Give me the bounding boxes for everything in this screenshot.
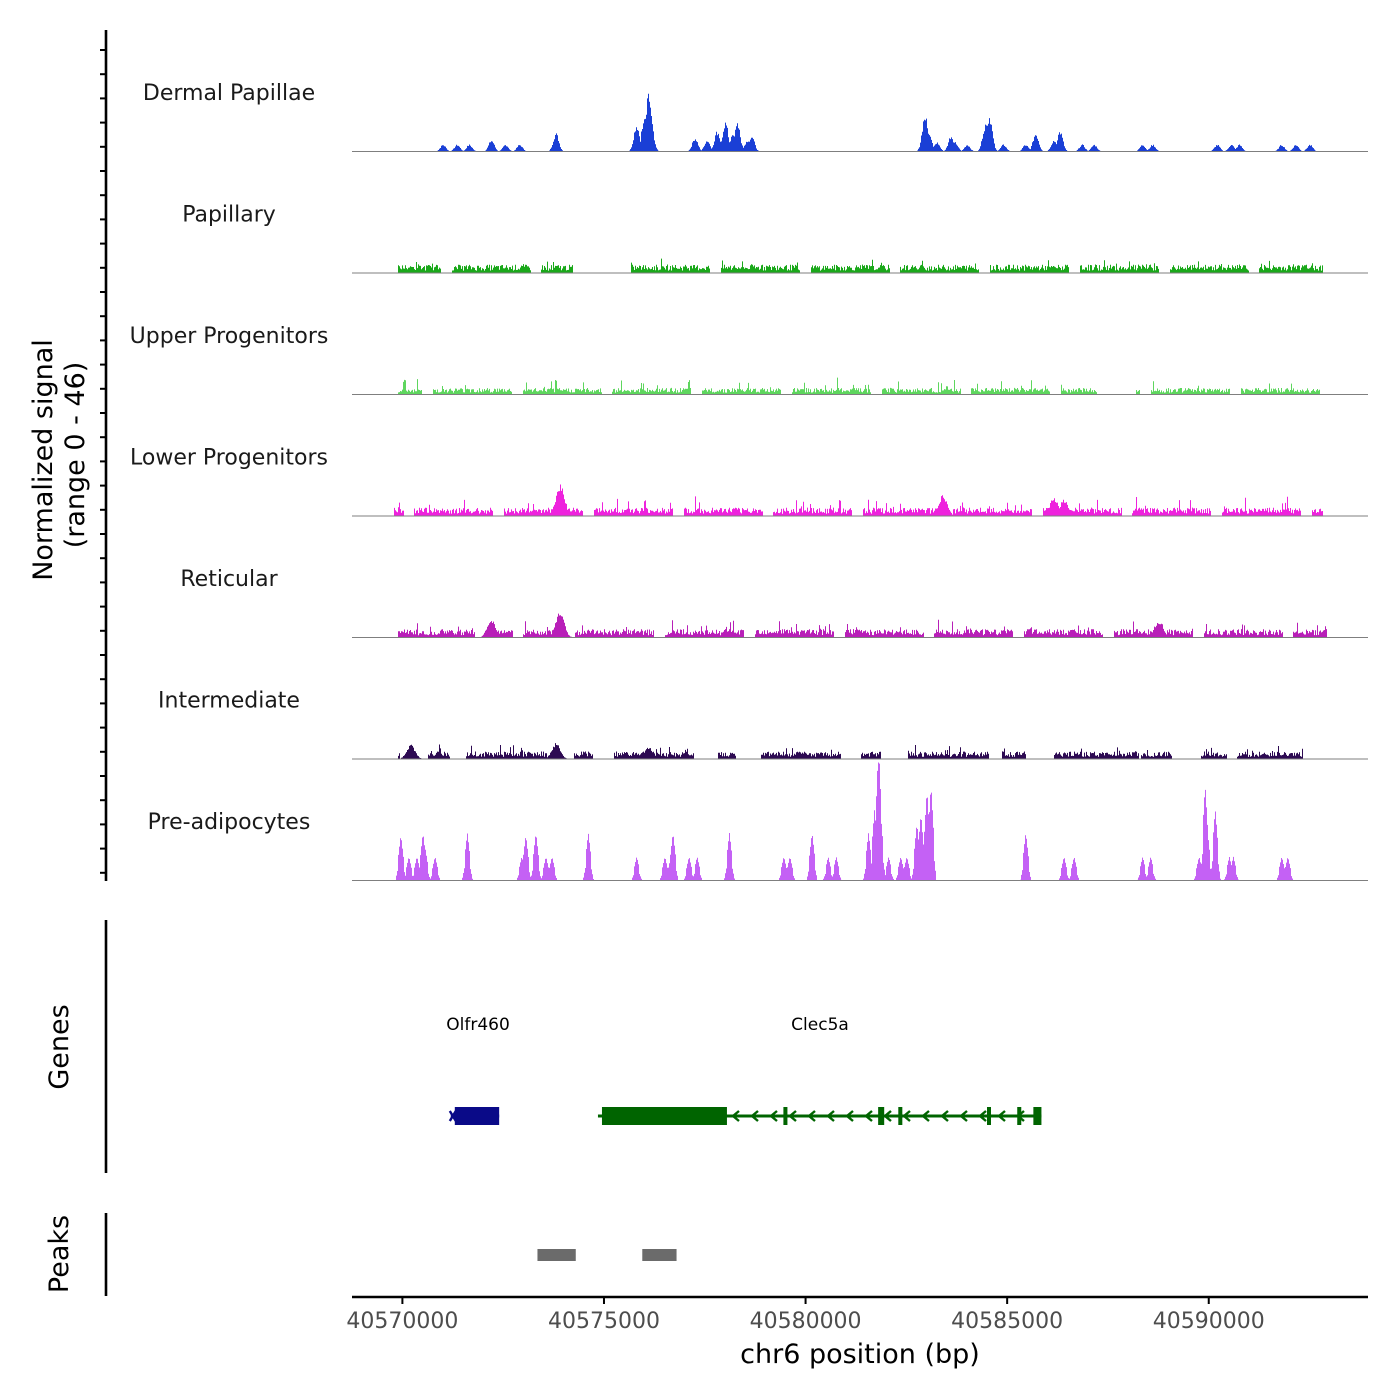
track-label: Upper Progenitors [130,324,329,349]
strand-arrow [845,1110,854,1122]
strand-arrow [750,1110,759,1122]
x-axis: 40570000 40575000 40580000 40585000 40590000 [346,1295,1368,1334]
coverage-y-axis [100,30,108,881]
strand-arrow [448,1110,457,1122]
gene-label: Clec5a [791,1015,849,1035]
gene-exon [1033,1107,1042,1125]
strand-arrow [731,1110,740,1122]
track-dermal-papillae: Dermal Papillae [143,81,1368,152]
coverage-area [352,743,1368,759]
coverage-area [352,613,1368,638]
coverage-area [352,93,1368,152]
track-label: Intermediate [158,689,300,714]
track-reticular: Reticular [180,567,1368,638]
x-tick-label: 40585000 [951,1309,1063,1334]
strand-arrow [921,1110,930,1122]
coverage-area [352,762,1368,881]
gene-label: Olfr460 [446,1015,510,1035]
strand-arrow [902,1110,911,1122]
gene-annotations: Olfr460 Clec5a [446,1015,1042,1125]
peak-region [537,1249,576,1261]
coverage-area [352,484,1368,516]
peaks-panel-label: Peaks [44,1215,75,1293]
gene-exon [783,1107,788,1125]
track-pre-adipocytes: Pre-adipocytes [148,762,1368,881]
y-axis-title-line1: Normalized signal [28,339,59,581]
gene-exon [987,1107,991,1125]
genes-panel-label: Genes [44,1004,75,1089]
strand-arrow [788,1110,797,1122]
gene-exon [898,1107,903,1125]
coverage-area [352,377,1368,395]
x-tick-label: 40580000 [750,1309,862,1334]
track-intermediate: Intermediate [158,689,1368,760]
strand-arrow [826,1110,835,1122]
track-papillary: Papillary [182,203,1368,274]
strand-arrow [940,1110,949,1122]
strand-arrow [1016,1110,1025,1122]
x-tick-label: 40570000 [346,1309,458,1334]
track-label: Papillary [182,203,276,228]
x-tick-label: 40590000 [1153,1309,1265,1334]
coverage-area [352,258,1368,273]
gene-olfr460: Olfr460 [446,1015,510,1125]
track-upper-progenitors: Upper Progenitors [130,324,1368,395]
strand-arrow [997,1110,1006,1122]
x-tick-label: 40575000 [548,1309,660,1334]
gene-exon [454,1107,500,1125]
peak-region [642,1249,677,1261]
strand-arrow [978,1110,987,1122]
strand-arrow [769,1110,778,1122]
strand-arrow [864,1110,873,1122]
coverage-tracks: Dermal Papillae Papillary Upper Progenitor… [130,81,1368,881]
track-label: Dermal Papillae [143,81,315,106]
gene-exon [878,1107,885,1125]
x-axis-title: chr6 position (bp) [740,1339,980,1370]
gene-exon [601,1107,727,1125]
y-axis-title-line2: (range 0 - 46) [60,362,91,549]
strand-arrow [959,1110,968,1122]
track-label: Reticular [180,567,278,592]
peak-regions [537,1249,677,1261]
strand-arrow [807,1110,816,1122]
track-label: Pre-adipocytes [148,810,311,835]
strand-arrow [883,1110,892,1122]
track-lower-progenitors: Lower Progenitors [130,446,1368,517]
track-label: Lower Progenitors [130,446,328,471]
gene-clec5a: Clec5a [597,1015,1042,1125]
